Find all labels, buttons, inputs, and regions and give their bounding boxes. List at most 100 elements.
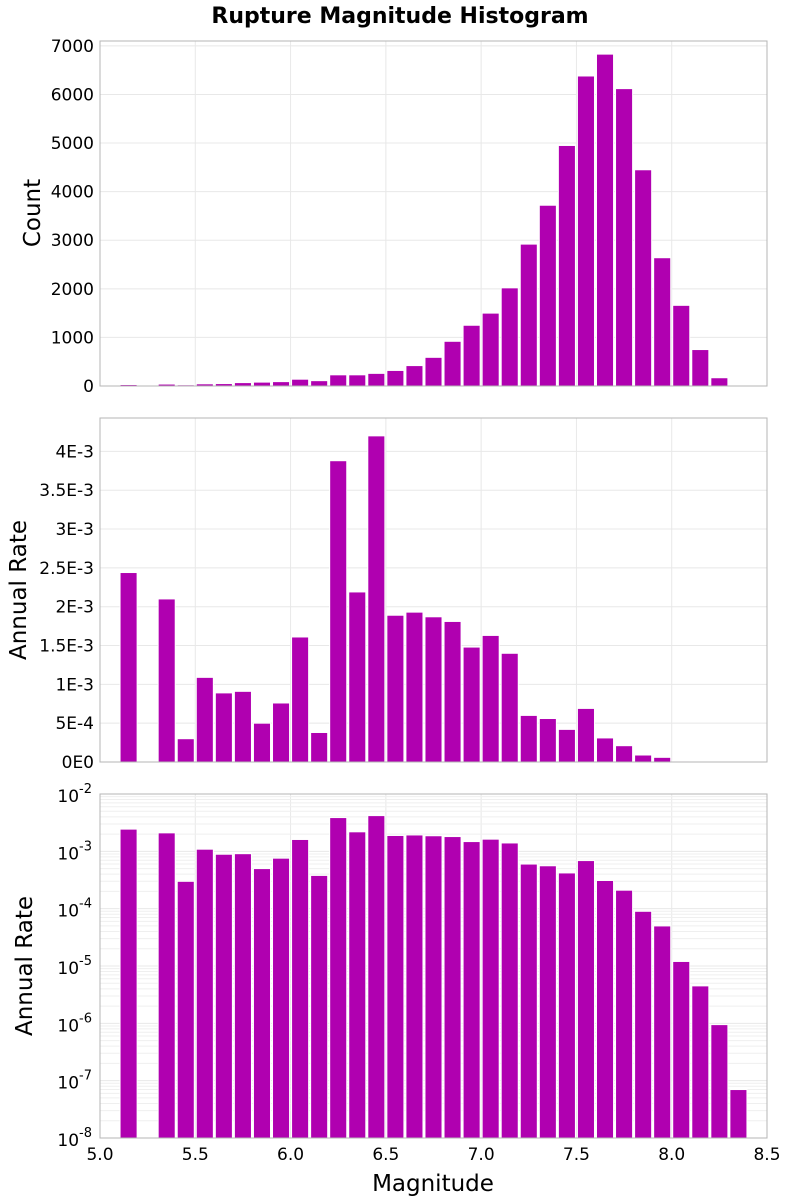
log-rate-y-axis-label: Annual Rate <box>12 896 38 1036</box>
log-rate-bar <box>291 838 310 1139</box>
linear-rate-bar <box>329 460 348 763</box>
count-histogram-panel: 0 1000 2000 3000 4000 5000 6000 7000 Count <box>20 37 768 397</box>
count-bar <box>653 257 672 387</box>
log-rate-bar <box>329 817 348 1139</box>
log-rate-bar <box>252 868 272 1139</box>
log-rate-plot-frame <box>99 793 768 1139</box>
log-rate-bar <box>195 848 214 1139</box>
count-y-tick-label: 0 <box>83 377 94 397</box>
count-y-tick-label: 1000 <box>51 328 94 348</box>
log-rate-bar <box>157 832 176 1139</box>
count-bar <box>386 369 405 387</box>
x-tick-label: 6.5 <box>372 1145 399 1165</box>
x-tick-label: 8.5 <box>753 1145 780 1165</box>
linear-rate-bar <box>233 690 252 763</box>
count-bar <box>462 324 481 387</box>
linear-rate-bar <box>538 718 557 763</box>
count-bar <box>443 340 462 387</box>
log-rate-bar <box>691 985 710 1139</box>
count-y-tick-label: 5000 <box>51 134 94 154</box>
linear-rate-bar <box>386 614 405 763</box>
log-rate-y-ticks: 10-8 10-7 10-6 10-5 10-4 10-3 10-2 <box>57 782 92 1151</box>
log-rate-bar <box>119 828 138 1139</box>
annual-rate-linear-panel: 0E0 5E-4 1E-3 1.5E-3 2E-3 2.5E-3 3E-3 3.5E-3 4E-… <box>6 417 768 773</box>
log-rate-y-tick-label: 10-4 <box>57 897 92 922</box>
count-y-tick-label: 7000 <box>51 37 94 57</box>
log-rate-y-tick-label: 10-5 <box>57 954 92 979</box>
x-tick-label: 8.0 <box>658 1145 685 1165</box>
count-bar <box>424 356 443 387</box>
log-rate-bar <box>653 925 672 1139</box>
linear-rate-y-tick-label: 2E-3 <box>55 598 94 618</box>
count-bar <box>634 169 653 387</box>
count-bar <box>329 374 348 387</box>
linear-rate-bar <box>214 692 233 763</box>
count-bars <box>119 53 748 387</box>
count-bar <box>348 374 367 387</box>
x-tick-label: 6.0 <box>277 1145 304 1165</box>
log-rate-bar <box>348 831 367 1139</box>
linear-rate-bar <box>424 616 443 763</box>
linear-rate-bar <box>576 707 595 763</box>
count-bar <box>310 380 329 387</box>
linear-rate-bar <box>405 611 424 763</box>
x-tick-label: 7.5 <box>563 1145 590 1165</box>
count-y-ticks: 0 1000 2000 3000 4000 5000 6000 7000 <box>51 37 94 397</box>
count-y-axis-label: Count <box>20 179 46 247</box>
linear-rate-y-tick-label: 1.5E-3 <box>39 637 94 657</box>
log-rate-bar <box>233 853 252 1139</box>
count-bar <box>615 88 634 387</box>
linear-rate-bar <box>443 620 462 763</box>
count-y-tick-label: 4000 <box>51 183 94 203</box>
log-rate-bar <box>672 960 691 1139</box>
linear-rate-bar <box>272 702 291 763</box>
linear-rate-bar <box>195 676 214 763</box>
log-rate-bar <box>176 880 195 1139</box>
log-rate-bar <box>729 1089 748 1139</box>
linear-rate-bar <box>157 598 176 763</box>
count-y-tick-label: 6000 <box>51 85 94 105</box>
log-rate-bar <box>405 834 424 1139</box>
linear-rate-y-tick-label: 5E-4 <box>55 714 94 734</box>
linear-rate-bar <box>595 737 615 763</box>
count-y-tick-label: 3000 <box>51 231 94 251</box>
annual-rate-log-panel: 10-8 10-7 10-6 10-5 10-4 10-3 10-2 5.0 5.5 6.0 6.… <box>12 782 781 1197</box>
log-rate-bar <box>424 835 443 1139</box>
count-bar <box>519 243 538 387</box>
count-bar <box>272 381 291 387</box>
count-bar <box>538 204 557 387</box>
count-bar <box>595 53 615 387</box>
log-rate-y-tick-label: 10-8 <box>57 1126 92 1151</box>
log-rate-bar <box>557 872 576 1139</box>
linear-rate-y-tick-label: 4E-3 <box>55 442 94 462</box>
log-rate-bar <box>367 815 386 1139</box>
linear-rate-bar <box>462 646 481 763</box>
linear-rate-y-axis-label: Annual Rate <box>6 520 32 660</box>
log-rate-bar <box>310 874 329 1139</box>
linear-rate-y-tick-label: 3E-3 <box>55 520 94 540</box>
count-bar <box>500 287 519 387</box>
log-rate-bar <box>710 1024 729 1139</box>
linear-rate-bar <box>119 572 138 763</box>
linear-rate-y-tick-label: 0E0 <box>62 753 94 773</box>
log-rate-bar <box>576 860 595 1139</box>
count-bar <box>481 312 500 387</box>
log-rate-bar <box>272 857 291 1139</box>
count-y-tick-label: 2000 <box>51 280 94 300</box>
count-bar <box>576 75 595 387</box>
count-bar <box>557 144 576 387</box>
log-rate-bar <box>443 836 462 1139</box>
log-rate-bar <box>538 865 557 1139</box>
linear-rate-bar <box>310 731 329 763</box>
log-rate-bar <box>214 853 233 1139</box>
log-rate-bar <box>615 889 634 1139</box>
linear-rate-bar <box>634 754 653 763</box>
count-bar <box>367 372 386 387</box>
log-rate-bar <box>386 834 405 1139</box>
linear-rate-bar <box>176 738 195 763</box>
linear-rate-y-tick-label: 1E-3 <box>55 675 94 695</box>
x-tick-label: 7.0 <box>468 1145 495 1165</box>
log-rate-y-tick-label: 10-6 <box>57 1011 92 1036</box>
x-tick-label: 5.5 <box>182 1145 209 1165</box>
